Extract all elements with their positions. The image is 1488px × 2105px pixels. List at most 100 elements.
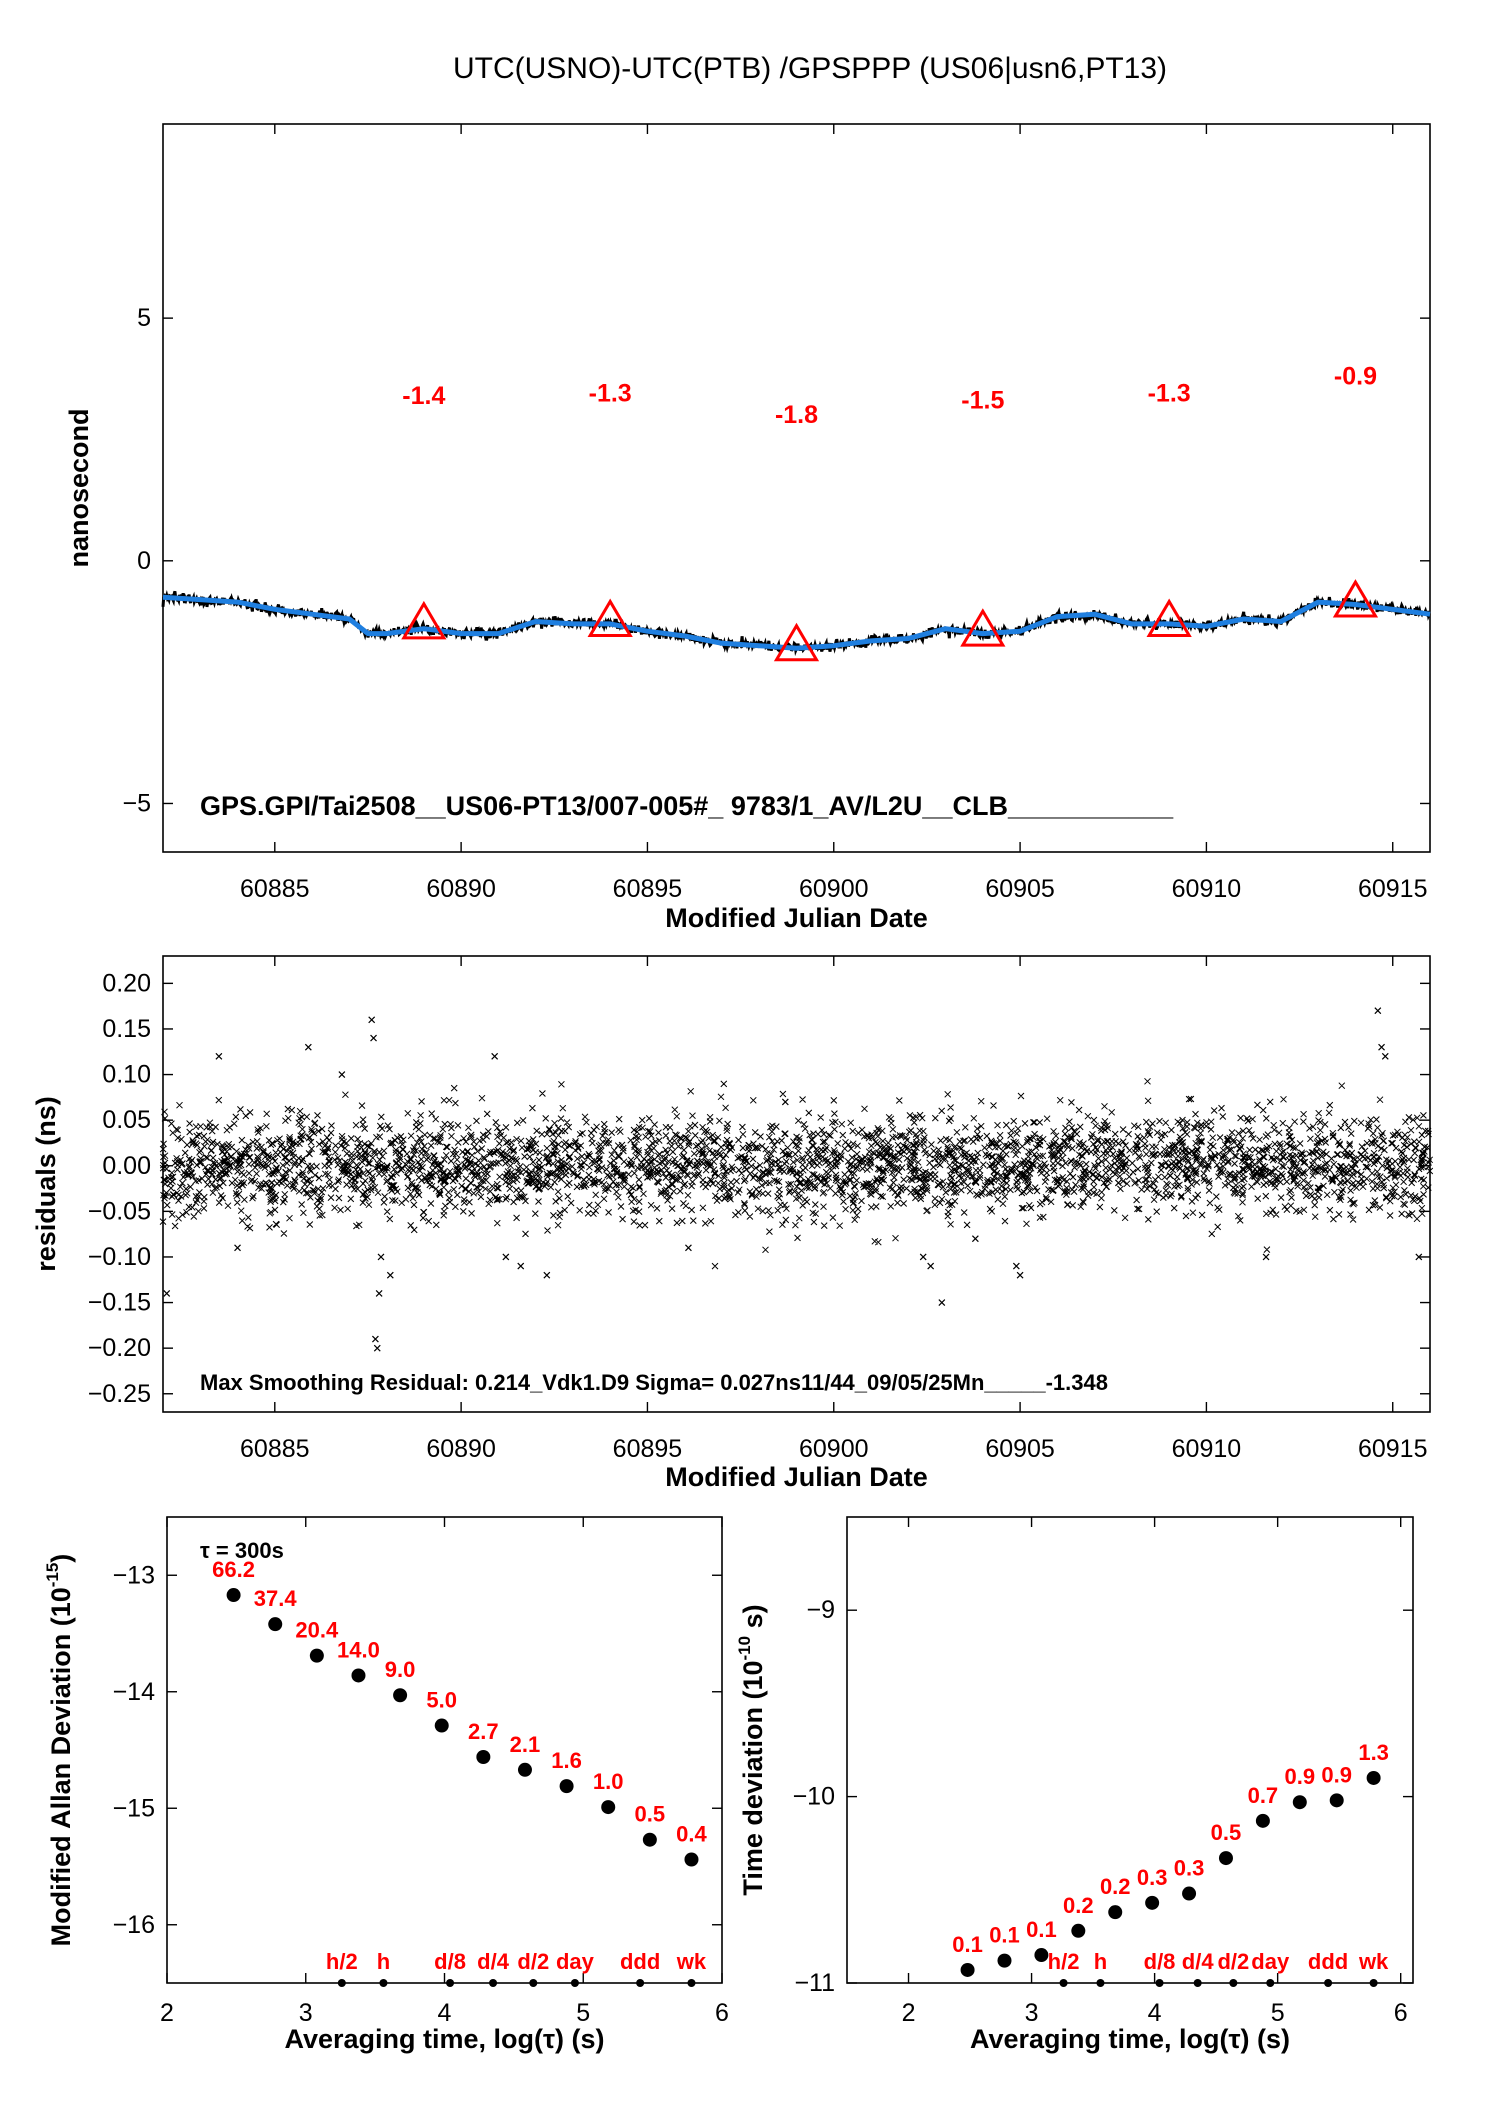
y-tick-label: 0.20 bbox=[102, 969, 151, 997]
residuals-annotation: Max Smoothing Residual: 0.214_Vdk1.D9 Si… bbox=[200, 1370, 1108, 1395]
deviation-value-label: 2.1 bbox=[510, 1732, 541, 1757]
tau-note: τ = 300s bbox=[200, 1538, 284, 1563]
outlier-point bbox=[1415, 1253, 1423, 1261]
x-tick-label: 60915 bbox=[1358, 1435, 1428, 1463]
period-marker-label: day bbox=[1251, 1949, 1290, 1974]
y-tick-label: −5 bbox=[122, 789, 151, 817]
y-axis-label: Time deviation (10-10 s) bbox=[735, 1604, 768, 1895]
y-tick-label: −0.25 bbox=[88, 1380, 151, 1408]
period-marker-label: d/2 bbox=[517, 1949, 549, 1974]
deviation-value-label: 1.0 bbox=[593, 1769, 624, 1794]
deviation-point bbox=[684, 1852, 699, 1867]
period-marker-label: day bbox=[556, 1949, 595, 1974]
deviation-value-label: 66.2 bbox=[212, 1557, 255, 1582]
period-marker-label: h/2 bbox=[1048, 1949, 1080, 1974]
outlier-point bbox=[1262, 1253, 1270, 1261]
x-tick-label: 60885 bbox=[240, 875, 310, 903]
deviation-value-label: 1.6 bbox=[551, 1748, 582, 1773]
residual-points bbox=[159, 1077, 1434, 1270]
outlier-point bbox=[517, 1262, 525, 1270]
x-tick-label: 60895 bbox=[613, 1435, 683, 1463]
offset-chart: 60885 60890 60895 60900 60905 60910 60915 −5 0 5 M… bbox=[64, 123, 1431, 933]
deviation-point bbox=[309, 1648, 324, 1663]
deviation-value-label: 0.2 bbox=[1100, 1874, 1131, 1899]
outlier-point bbox=[1381, 1052, 1389, 1060]
period-marker-dot bbox=[446, 1979, 455, 1987]
deviation-point bbox=[351, 1668, 366, 1683]
page-title: UTC(USNO)-UTC(PTB) /GPSPPP (US06|usn6,PT… bbox=[453, 52, 1167, 85]
deviation-point bbox=[1108, 1905, 1123, 1920]
period-marker-dot bbox=[489, 1979, 498, 1987]
x-axis-label: Averaging time, log(τ) (s) bbox=[284, 2024, 604, 2054]
outlier-point bbox=[368, 1016, 376, 1024]
y-tick-label: 5 bbox=[137, 304, 151, 332]
deviation-point bbox=[268, 1617, 283, 1632]
outlier-point bbox=[927, 1262, 935, 1270]
y-axis-label-text: nanosecond bbox=[64, 408, 94, 567]
period-marker-label: d/8 bbox=[434, 1949, 466, 1974]
marker-value-label: -1.3 bbox=[1148, 379, 1191, 407]
deviation-value-label: 0.5 bbox=[1211, 1820, 1242, 1845]
deviation-value-label: 5.0 bbox=[426, 1688, 457, 1713]
period-marker-label: d/4 bbox=[477, 1949, 510, 1974]
y-tick-label: 0.05 bbox=[102, 1106, 151, 1134]
marker-value-label: -1.3 bbox=[589, 379, 632, 407]
y-tick-label: −0.20 bbox=[88, 1334, 151, 1362]
outlier-point bbox=[781, 1098, 789, 1106]
y-axis-label-exponent: -10 bbox=[735, 1636, 754, 1661]
outlier-point bbox=[338, 1071, 346, 1078]
deviation-value-label: 0.2 bbox=[1063, 1893, 1094, 1918]
deviation-point bbox=[1255, 1813, 1270, 1828]
y-axis-label: nanosecond bbox=[64, 408, 94, 567]
deviation-point bbox=[1292, 1795, 1307, 1810]
residuals-chart: 60885 60890 60895 60900 60905 60910 60915 −0.25… bbox=[31, 955, 1434, 1492]
deviation-point bbox=[1218, 1851, 1233, 1866]
deviation-value-label: 0.9 bbox=[1321, 1762, 1352, 1787]
marker-triangle bbox=[1332, 579, 1379, 618]
y-tick-label: −15 bbox=[113, 1794, 155, 1822]
plot-frame bbox=[846, 1516, 1414, 1984]
x-tick-label: 60900 bbox=[799, 875, 869, 903]
x-tick-label: 60890 bbox=[426, 875, 496, 903]
y-tick-label: −0.15 bbox=[88, 1289, 151, 1317]
marker-value-label: -0.9 bbox=[1334, 362, 1377, 390]
period-marker-label: d/8 bbox=[1144, 1949, 1176, 1974]
deviation-point bbox=[1071, 1923, 1086, 1938]
deviation-point bbox=[434, 1718, 449, 1733]
outlier-point bbox=[304, 1043, 312, 1051]
y-tick-label: −13 bbox=[113, 1561, 155, 1589]
deviation-value-label: 0.7 bbox=[1248, 1783, 1279, 1808]
y-tick-label: −10 bbox=[793, 1783, 835, 1811]
y-tick-label: 0.00 bbox=[102, 1152, 151, 1180]
deviation-value-label: 0.9 bbox=[1285, 1764, 1316, 1789]
x-tick-label: 3 bbox=[299, 1999, 313, 2027]
x-tick-label: 60895 bbox=[613, 875, 683, 903]
deviation-point bbox=[960, 1962, 975, 1977]
deviation-value-label: 0.1 bbox=[952, 1932, 983, 1957]
x-axis-label: Modified Julian Date bbox=[665, 1462, 928, 1492]
x-tick-label: 60905 bbox=[985, 1435, 1055, 1463]
deviation-value-label: 37.4 bbox=[254, 1586, 298, 1611]
x-tick-label: 2 bbox=[160, 1999, 174, 2027]
period-marker-dot bbox=[529, 1979, 538, 1987]
offset-annotation: GPS.GPI/Tai2508__US06-PT13/007-005#_ 978… bbox=[200, 791, 1174, 821]
y-tick-label: 0.15 bbox=[102, 1015, 151, 1043]
outlier-point bbox=[215, 1052, 223, 1060]
y-axis-label-text: Modified Allan Deviation (10 bbox=[46, 1587, 76, 1946]
outlier-point bbox=[971, 1235, 979, 1243]
y-tick-label: −11 bbox=[794, 1969, 835, 1997]
outlier-point bbox=[938, 1299, 946, 1306]
x-axis-label: Averaging time, log(τ) (s) bbox=[970, 2024, 1290, 2054]
outlier-point bbox=[491, 1052, 499, 1060]
x-tick-label: 4 bbox=[1148, 1999, 1162, 2027]
deviation-point bbox=[393, 1688, 408, 1703]
period-marker-dot bbox=[379, 1979, 388, 1987]
marker-triangle bbox=[773, 622, 820, 662]
marker-triangle bbox=[401, 600, 447, 640]
deviation-value-label: 1.3 bbox=[1358, 1740, 1389, 1765]
deviation-point bbox=[1182, 1886, 1197, 1901]
deviation-point bbox=[559, 1779, 574, 1794]
x-tick-label: 60910 bbox=[1172, 1435, 1242, 1463]
x-tick-label: 60915 bbox=[1358, 875, 1428, 903]
period-marker-label: wk bbox=[676, 1949, 707, 1974]
